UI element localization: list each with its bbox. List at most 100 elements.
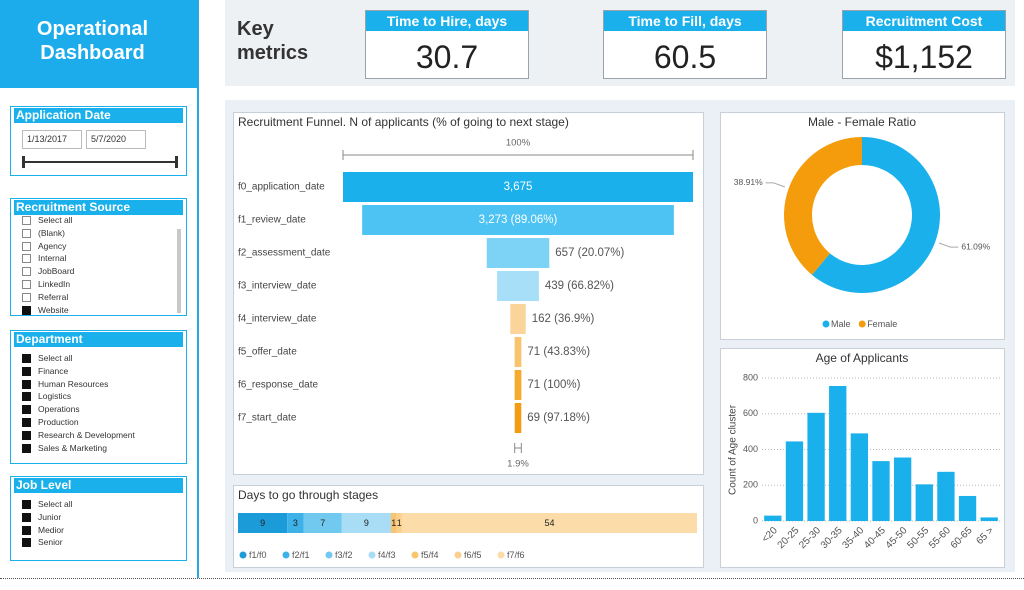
filter-box: Job Level Select all Junior Medior Senior <box>10 476 187 561</box>
funnel-bar <box>514 370 522 400</box>
kpi-strip: Key metrics Time to Hire, days 30.7 Time t… <box>225 0 1015 86</box>
legend-label: f4/f3 <box>378 550 396 560</box>
slider-handle <box>175 156 178 168</box>
checkbox <box>22 292 31 302</box>
x-tick-label: 55-60 <box>927 525 953 551</box>
funnel-bar <box>486 238 550 268</box>
stage-label: f4_interview_date <box>238 314 317 325</box>
range-label: 1.9% <box>507 459 529 470</box>
legend-marker <box>282 551 290 559</box>
checkbox <box>22 379 31 389</box>
bar <box>764 515 782 521</box>
legend-label: f2/f1 <box>292 550 310 560</box>
legend-marker <box>858 320 866 328</box>
checkbox <box>22 228 31 238</box>
x-tick-label: 65 > <box>974 525 996 547</box>
date-to: 5/7/2020 <box>86 130 146 149</box>
funnel-bar <box>343 172 693 202</box>
funnel-bar <box>497 271 539 301</box>
bar <box>872 461 890 521</box>
kpi-card: Recruitment Cost $1,152 <box>842 10 1006 79</box>
filter-title: Recruitment Source <box>14 200 183 215</box>
segment-label: 9 <box>260 518 265 528</box>
legend-marker <box>325 551 333 559</box>
date-from: 1/13/2017 <box>22 130 82 149</box>
bar <box>807 412 825 521</box>
chart-title: Recruitment Funnel. N of applicants (% o… <box>238 115 569 129</box>
value-label: 439 (66.82%) <box>545 280 614 292</box>
value-label: 3,675 <box>504 181 533 193</box>
legend-label: Male <box>831 319 851 329</box>
legend-label: f5/f4 <box>421 550 439 560</box>
filter-option: Sales & Marketing <box>38 442 107 453</box>
checkbox <box>22 405 31 415</box>
filter-option: Select all <box>38 215 73 225</box>
filter-option: Operations <box>38 404 80 415</box>
stage-label: f5_offer_date <box>238 347 297 358</box>
x-tick-label: 35-40 <box>840 525 866 551</box>
filter-option: Internal <box>38 253 67 264</box>
stage-segment <box>238 513 288 533</box>
x-tick-label: 30-35 <box>819 525 845 551</box>
kpi-label: Time to Hire, days <box>366 11 528 31</box>
kpi-card: Time to Hire, days 30.7 <box>365 10 529 79</box>
segment-label: 7 <box>320 518 325 528</box>
sidebar: Operational Dashboard Application Date 1/… <box>0 0 199 578</box>
legend-marker <box>411 551 419 559</box>
donut-slice <box>811 137 940 293</box>
checkbox <box>22 500 31 509</box>
segment-label: 3 <box>293 518 298 528</box>
value-label: 38.91% <box>734 177 763 187</box>
stage-label: f7_start_date <box>238 413 297 424</box>
stage-segment <box>401 513 697 533</box>
range-label: 100% <box>506 138 531 149</box>
legend-marker <box>368 551 376 559</box>
value-label: 61.09% <box>961 241 990 251</box>
value-label: 3,273 (89.06%) <box>479 214 558 226</box>
stage-label: f0_application_date <box>238 182 325 193</box>
stage-label: f1_review_date <box>238 215 306 226</box>
checkbox <box>22 267 31 277</box>
filter-option: Website <box>38 304 69 315</box>
kpi-label: Time to Fill, days <box>604 11 766 31</box>
filter-option: Logistics <box>38 391 72 402</box>
slider-handle <box>22 156 25 168</box>
checkbox <box>22 430 31 440</box>
filter-option: Agency <box>38 240 67 251</box>
legend-marker <box>239 551 247 559</box>
segment-label: 9 <box>364 518 369 528</box>
legend-label: f1/f0 <box>249 550 267 560</box>
filter-option: JobBoard <box>38 266 75 277</box>
filter-option: LinkedIn <box>38 279 71 289</box>
title-box: Operational Dashboard <box>0 0 197 88</box>
checkbox <box>22 354 31 363</box>
checkbox <box>22 538 31 548</box>
bottom-rule <box>0 578 1024 579</box>
filter-option: Junior <box>38 511 62 522</box>
stage-segment <box>341 513 391 533</box>
value-label: 71 (100%) <box>527 379 580 391</box>
leader-line <box>765 182 786 188</box>
kpi-value: 30.7 <box>415 39 479 75</box>
y-tick-label: 200 <box>743 480 758 490</box>
legend-label: f3/f2 <box>335 550 353 560</box>
checkbox <box>22 392 31 402</box>
checkbox <box>22 305 31 315</box>
legend-marker <box>822 320 830 328</box>
y-tick-label: 600 <box>743 408 758 418</box>
bar <box>829 385 847 521</box>
segment-label: 54 <box>544 518 554 528</box>
checkbox <box>22 443 31 453</box>
filter-option: Finance <box>38 365 69 376</box>
bar <box>915 484 933 521</box>
bar <box>850 433 869 521</box>
chart-title: Age of Applicants <box>816 351 909 365</box>
donut-slice <box>783 137 862 275</box>
legend-label: f7/f6 <box>507 550 525 560</box>
filter-option: Human Resources <box>38 378 109 389</box>
filter-title: Job Level <box>14 478 183 493</box>
funnel-bar <box>514 403 522 433</box>
stage-label: f3_interview_date <box>238 281 317 292</box>
value-label: 657 (20.07%) <box>555 247 624 259</box>
